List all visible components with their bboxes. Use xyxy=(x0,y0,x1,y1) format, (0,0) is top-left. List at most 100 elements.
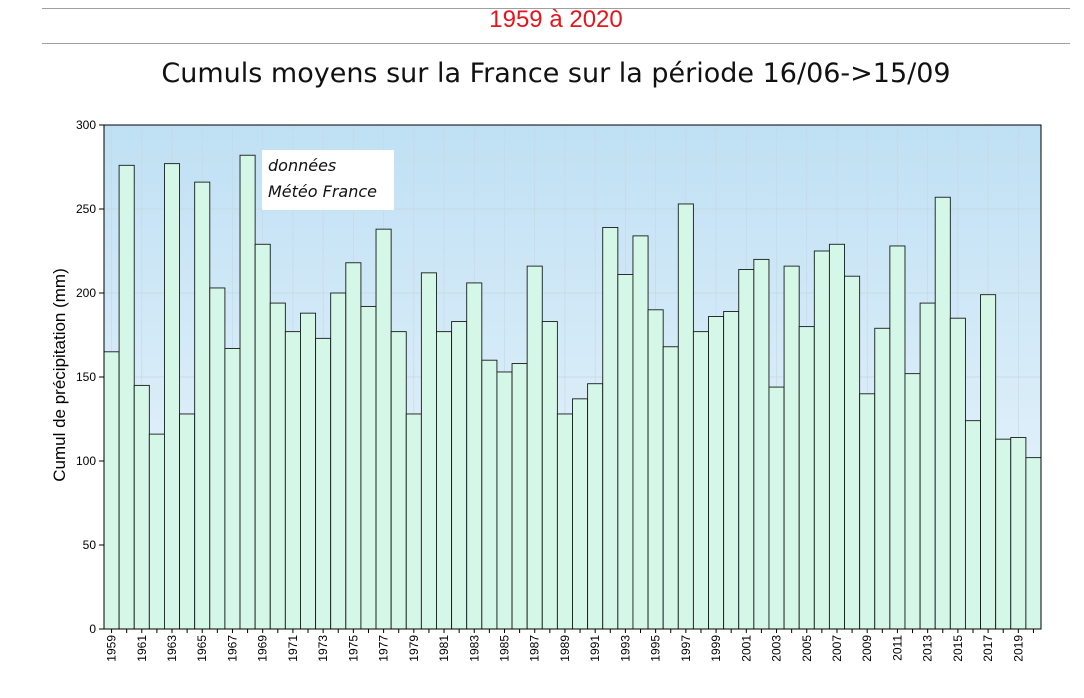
bar-2007 xyxy=(828,243,845,630)
bar-1988 xyxy=(541,321,558,630)
bar-1996 xyxy=(662,346,679,630)
bar-1991 xyxy=(587,383,604,630)
x-tick-label-1987: 1987 xyxy=(528,635,542,662)
bar-2006 xyxy=(813,250,830,630)
bar-1974 xyxy=(330,292,347,630)
bar-1977 xyxy=(375,228,392,630)
bar-1992 xyxy=(602,227,619,630)
bar-1964 xyxy=(179,413,196,630)
period-label: 1959 à 2020 xyxy=(489,6,623,33)
bar-1994 xyxy=(632,235,649,630)
y-tick-label: 250 xyxy=(76,202,96,216)
x-tick-label-1985: 1985 xyxy=(497,635,511,662)
bar-1971 xyxy=(284,331,301,630)
bar-1961 xyxy=(133,384,150,630)
x-tick-label-2015: 2015 xyxy=(951,635,965,662)
x-tick-label-1977: 1977 xyxy=(377,635,391,662)
x-tick-label-1983: 1983 xyxy=(467,635,481,662)
x-tick-label-1989: 1989 xyxy=(558,635,572,662)
bar-1967 xyxy=(224,347,241,630)
x-tick-label-2011: 2011 xyxy=(890,635,904,661)
bar-2015 xyxy=(949,317,966,630)
bar-2000 xyxy=(723,311,740,630)
bar-1981 xyxy=(436,331,453,630)
x-tick-label-1965: 1965 xyxy=(195,635,209,662)
bar-1962 xyxy=(148,433,165,630)
bar-1966 xyxy=(209,287,226,630)
x-tick-label-2017: 2017 xyxy=(981,635,995,662)
y-tick-label: 150 xyxy=(76,370,96,384)
x-tick-label-2009: 2009 xyxy=(860,635,874,662)
x-tick-label-1971: 1971 xyxy=(286,635,300,662)
data-source-note: données Météo France xyxy=(262,150,394,210)
bar-2014 xyxy=(934,196,951,630)
x-tick-label-2005: 2005 xyxy=(800,635,814,662)
x-tick-label-1995: 1995 xyxy=(649,635,663,662)
bar-2018 xyxy=(995,438,1012,630)
bar-2004 xyxy=(783,265,800,630)
bar-1999 xyxy=(708,316,725,630)
bar-1993 xyxy=(617,274,634,630)
bar-1997 xyxy=(677,203,694,630)
x-tick-label-1959: 1959 xyxy=(105,635,119,662)
bar-2013 xyxy=(919,302,936,630)
bar-2008 xyxy=(844,275,861,630)
bar-2003 xyxy=(768,386,785,630)
x-tick-label-2019: 2019 xyxy=(1011,635,1025,662)
bar-1959 xyxy=(103,351,120,630)
bar-1985 xyxy=(496,371,513,630)
bar-2010 xyxy=(874,327,891,630)
bar-1960 xyxy=(118,164,135,630)
x-tick-label-1961: 1961 xyxy=(135,635,149,662)
y-tick-label: 300 xyxy=(76,118,96,132)
bar-2016 xyxy=(964,420,982,630)
bar-1969 xyxy=(254,243,271,630)
bar-1978 xyxy=(390,331,407,630)
bar-1972 xyxy=(300,312,317,630)
x-tick-label-1999: 1999 xyxy=(709,635,723,662)
bar-1982 xyxy=(451,321,468,630)
bar-2011 xyxy=(889,245,906,630)
bar-1980 xyxy=(420,272,437,630)
y-tick-label: 0 xyxy=(89,622,96,636)
bar-2019 xyxy=(1010,437,1027,630)
bar-2005 xyxy=(798,326,815,630)
bar-1983 xyxy=(466,282,483,630)
x-tick-label-1975: 1975 xyxy=(346,635,360,662)
bar-2009 xyxy=(859,393,876,630)
x-tick-label-2003: 2003 xyxy=(770,635,784,662)
bar-1998 xyxy=(692,331,709,630)
bar-1970 xyxy=(269,302,286,630)
y-axis-label: Cumul de précipitation (mm) xyxy=(50,268,69,482)
bar-2020 xyxy=(1025,457,1042,630)
note-line-2: Météo France xyxy=(268,182,378,201)
bar-1989 xyxy=(556,413,573,630)
x-tick-label-2007: 2007 xyxy=(830,635,844,662)
x-tick-label-1967: 1967 xyxy=(225,635,239,662)
chart-title: Cumuls moyens sur la France sur la pério… xyxy=(161,58,951,89)
bar-1965 xyxy=(194,181,211,630)
x-tick-label-1963: 1963 xyxy=(165,635,179,662)
note-line-1: données xyxy=(268,156,337,175)
x-tick-label-1979: 1979 xyxy=(407,635,421,662)
y-tick-label: 50 xyxy=(83,538,97,552)
bar-2002 xyxy=(753,258,770,630)
x-tick-label-1991: 1991 xyxy=(588,635,602,662)
bar-1984 xyxy=(481,359,498,630)
bar-1990 xyxy=(572,398,589,630)
x-tick-label-1997: 1997 xyxy=(679,635,693,662)
bar-1973 xyxy=(315,337,332,630)
bar-1987 xyxy=(526,265,543,630)
x-tick-label-1973: 1973 xyxy=(316,635,330,662)
bar-1963 xyxy=(163,163,181,630)
bar-1979 xyxy=(405,413,422,630)
bar-2001 xyxy=(738,269,755,630)
y-tick-label: 200 xyxy=(76,286,96,300)
bar-2012 xyxy=(904,373,921,630)
bar-1976 xyxy=(360,305,377,630)
x-tick-label-1981: 1981 xyxy=(437,635,451,662)
x-tick-label-1969: 1969 xyxy=(256,635,270,662)
bar-2017 xyxy=(980,294,997,630)
bar-1995 xyxy=(647,309,664,630)
